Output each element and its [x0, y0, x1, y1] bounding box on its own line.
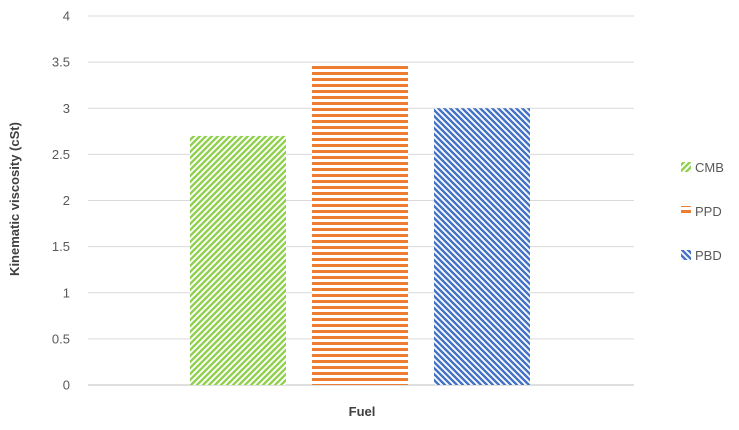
y-tick-label: 2.5 [52, 147, 70, 162]
y-tick-label: 3 [63, 101, 70, 116]
legend-label-cmb: CMB [695, 160, 724, 175]
x-axis-label: Fuel [349, 404, 376, 419]
y-tick-label: 1.5 [52, 239, 70, 254]
legend-label-ppd: PPD [695, 204, 722, 219]
bar-ppd [312, 63, 408, 385]
legend-label-pbd: PBD [695, 248, 722, 263]
y-tick-label: 4 [63, 9, 70, 24]
bars [190, 63, 530, 385]
y-tick-label: 3.5 [52, 55, 70, 70]
y-axis-label: Kinematic viscosity (cSt) [7, 122, 22, 276]
legend: CMB PPD PBD [681, 160, 724, 263]
legend-swatch-ppd [681, 206, 691, 216]
legend-swatch-cmb [681, 162, 691, 172]
y-tick-label: 0 [63, 378, 70, 393]
y-axis-ticks: 0 0.5 1 1.5 2 2.5 3 3.5 4 [52, 9, 70, 393]
y-tick-label: 2 [63, 193, 70, 208]
bar-pbd [434, 108, 530, 385]
legend-swatch-pbd [681, 250, 691, 260]
y-tick-label: 1 [63, 285, 70, 300]
y-tick-label: 0.5 [52, 331, 70, 346]
bar-cmb [190, 135, 286, 385]
